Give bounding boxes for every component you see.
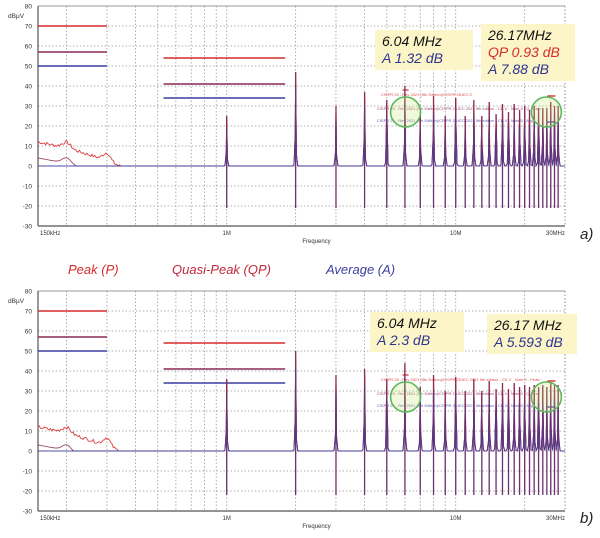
annotation-b-26mhz: 26.17 MHz A 5.593 dB — [487, 314, 577, 354]
annotation-freq: 6.04 MHz — [377, 315, 437, 331]
annotation-a-26mhz: 26.17MHz QP 0.93 dB A 7.88 dB — [481, 24, 575, 81]
x-tick-label: 150kHz — [40, 231, 60, 237]
y-tick-label: 50 — [25, 349, 33, 356]
limit-band-text: CISPR 25 - Rev 2021 (5th Edition)/CISPR … — [377, 391, 540, 396]
trace-peak — [37, 350, 565, 453]
y-axis-label: dBµV — [8, 13, 25, 20]
limit-band-text: CISPR 25 - Rev 2021 (5th Edition)/CISPR … — [381, 377, 542, 382]
y-tick-label: 80 — [25, 4, 33, 11]
x-axis-label: Frequency — [302, 239, 330, 245]
x-tick-label: 30MHz — [546, 231, 565, 237]
panel-label-b: b) — [580, 510, 594, 527]
y-tick-label: 40 — [25, 369, 33, 376]
y-tick-label: 30 — [25, 104, 33, 111]
legend-average: Average (A) — [326, 262, 396, 277]
x-tick-label: 1M — [223, 516, 231, 522]
annotation-freq: 26.17MHz — [488, 27, 552, 43]
x-axis-label: Frequency — [302, 524, 330, 530]
y-tick-label: 70 — [25, 309, 33, 316]
y-tick-label: -30 — [23, 509, 33, 516]
x-tick-label: 10M — [450, 231, 462, 237]
y-tick-label: -30 — [23, 224, 33, 231]
y-tick-label: 0 — [28, 449, 32, 456]
chart-panel-a: 80 70 60 50 40 30 20 10 0 -10 -20 -30 150kHz 1M 10M 30M… — [8, 4, 566, 245]
chart-panel-b: 80 70 60 50 40 30 20 10 0 -10 -20 -30 150kHz 1M 10M 30M… — [8, 289, 566, 530]
y-tick-label: 70 — [25, 24, 33, 31]
y-tick-label: 10 — [25, 429, 33, 436]
annotation-avg-margin: A 7.88 dB — [488, 61, 549, 77]
panel-label-a: a) — [580, 226, 594, 243]
y-tick-label: 60 — [25, 44, 33, 51]
annotation-b-6mhz: 6.04 MHz A 2.3 dB — [370, 312, 464, 352]
y-tick-label: 40 — [25, 84, 33, 91]
annotation-freq: 26.17 MHz — [494, 317, 562, 333]
highlight-circle — [389, 96, 422, 128]
y-tick-label: 0 — [28, 164, 32, 171]
y-tick-label: 30 — [25, 389, 33, 396]
limit-band-text: CISPR 25 - Rev 2021 (5th Edition)/CISPR … — [381, 92, 473, 97]
y-tick-label: -20 — [23, 489, 33, 496]
y-tick-label: -10 — [23, 469, 33, 476]
x-tick-label: 1M — [223, 231, 231, 237]
limit-band-text: CISPR 25 - Rev 2021 (5th Edition)/CISPR … — [377, 106, 542, 111]
highlight-circle — [389, 381, 422, 413]
y-tick-label: 80 — [25, 289, 33, 296]
y-tick-label: 50 — [25, 64, 33, 71]
highlight-circle — [530, 96, 563, 128]
y-tick-label: 20 — [25, 124, 33, 131]
trace-avg — [38, 79, 565, 168]
highlight-circle — [530, 381, 563, 413]
annotation-qp-margin: QP 0.93 dB — [488, 44, 560, 60]
annotation-freq: 6.04 MHz — [382, 33, 442, 49]
y-tick-label: 10 — [25, 144, 33, 151]
annotation-avg-margin: A 5.593 dB — [494, 334, 563, 350]
legend-peak: Peak (P) — [68, 262, 119, 277]
annotation-a-6mhz: 6.04 MHz A 1.32 dB — [375, 30, 473, 70]
y-tick-label: 20 — [25, 409, 33, 416]
x-tick-label: 150kHz — [40, 516, 60, 522]
trace-qp — [37, 352, 565, 453]
annotation-avg-margin: A 2.3 dB — [377, 332, 431, 348]
legend-quasi-peak: Quasi-Peak (QP) — [172, 262, 271, 277]
y-tick-label: 60 — [25, 329, 33, 336]
x-tick-label: 30MHz — [546, 516, 565, 522]
y-axis-label: dBµV — [8, 298, 25, 305]
y-tick-label: -20 — [23, 204, 33, 211]
annotation-avg-margin: A 1.32 dB — [382, 50, 443, 66]
y-tick-label: -10 — [23, 184, 33, 191]
x-tick-label: 10M — [450, 516, 462, 522]
